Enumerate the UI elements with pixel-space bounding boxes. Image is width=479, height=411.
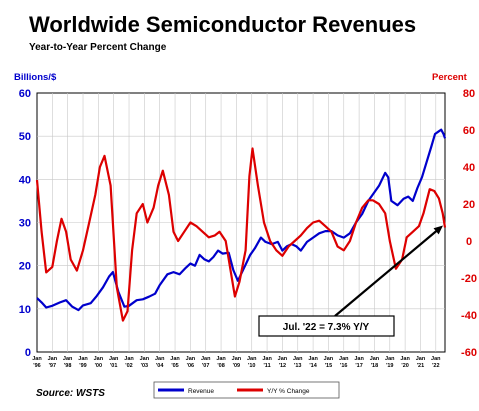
x-tick-label: '17 (355, 363, 362, 369)
x-tick-label: Jan (201, 356, 211, 362)
right-tick-label: 20 (463, 199, 475, 211)
x-tick-label: Jan (124, 356, 134, 362)
x-tick-label: '99 (79, 363, 86, 369)
x-tick-label: Jan (262, 356, 272, 362)
right-tick-label: 0 (466, 236, 472, 248)
x-tick-label: '14 (309, 363, 317, 369)
left-tick-label: 20 (19, 261, 31, 273)
legend-label-y-y-change: Y/Y % Change (267, 388, 310, 395)
x-tick-label: '05 (171, 363, 178, 369)
left-tick-label: 40 (19, 174, 31, 186)
x-tick-label: Jan (400, 356, 410, 362)
x-tick-label: Jan (63, 356, 73, 362)
x-tick-label: Jan (278, 356, 288, 362)
source-note: Source: WSTS (36, 388, 105, 399)
x-tick-label: Jan (32, 356, 42, 362)
x-tick-label: Jan (370, 356, 380, 362)
x-tick-label: '10 (248, 363, 255, 369)
x-tick-label: '04 (156, 363, 164, 369)
x-tick-label: '16 (340, 363, 347, 369)
right-tick-label: 80 (463, 88, 475, 100)
x-tick-label: Jan (247, 356, 257, 362)
x-tick-label: Jan (293, 356, 303, 362)
x-tick-label: '18 (371, 363, 378, 369)
x-tick-label: Jan (94, 356, 104, 362)
left-tick-label: 50 (19, 131, 31, 143)
x-tick-label: Jan (354, 356, 364, 362)
x-tick-label: '22 (432, 363, 439, 369)
x-tick-label: '03 (141, 363, 148, 369)
annotation-arrowhead (433, 225, 443, 235)
x-tick-label: '07 (202, 363, 209, 369)
x-tick-label: '21 (417, 363, 424, 369)
x-tick-label: '00 (95, 363, 102, 369)
annotation-text: Jul. '22 = 7.3% Y/Y (283, 322, 370, 333)
series-line-revenue (36, 128, 447, 312)
x-tick-label: Jan (232, 356, 242, 362)
x-tick-label: '02 (125, 363, 132, 369)
x-tick-label: '11 (264, 363, 271, 369)
x-tick-label: Jan (186, 356, 196, 362)
x-tick-label: Jan (155, 356, 165, 362)
right-tick-label: -40 (461, 310, 477, 322)
x-tick-label: Jan (78, 356, 88, 362)
x-tick-label: '12 (279, 363, 286, 369)
left-tick-label: 0 (25, 347, 31, 359)
x-tick-label: '08 (217, 363, 224, 369)
annotation-arrow-line (334, 229, 438, 317)
x-tick-label: '06 (187, 363, 194, 369)
x-tick-label: Jan (308, 356, 318, 362)
x-tick-label: '13 (294, 363, 301, 369)
x-tick-label: Jan (385, 356, 395, 362)
left-tick-label: 30 (19, 218, 31, 230)
x-tick-label: '97 (49, 363, 56, 369)
left-tick-label: 10 (19, 304, 31, 316)
x-tick-label: '09 (233, 363, 240, 369)
series-line-y-y-change (35, 147, 447, 322)
chart-subtitle: Year-to-Year Percent Change (29, 42, 167, 53)
legend-label-revenue: Revenue (188, 388, 214, 395)
x-tick-label: '96 (33, 363, 40, 369)
x-tick-label: Jan (416, 356, 426, 362)
left-tick-label: 60 (19, 88, 31, 100)
annotation-group: Jul. '22 = 7.3% Y/Y (258, 225, 443, 337)
x-tick-label: Jan (339, 356, 349, 362)
annotation-box (258, 315, 395, 337)
right-tick-label: 60 (463, 125, 475, 137)
legend: Revenue Y/Y % Change (153, 381, 340, 399)
right-axis-label: Percent (432, 72, 468, 83)
x-tick-label: Jan (170, 356, 180, 362)
x-tick-label: '01 (110, 363, 117, 369)
x-tick-label: Jan (216, 356, 226, 362)
x-tick-label: Jan (109, 356, 119, 362)
x-tick-label: '20 (401, 363, 408, 369)
right-tick-label: -60 (461, 347, 477, 359)
x-tick-label: Jan (48, 356, 58, 362)
plot-area: Jan'96Jan'97Jan'98Jan'99Jan'00Jan'01Jan'… (19, 88, 477, 369)
chart-title: Worldwide Semiconductor Revenues (29, 12, 416, 37)
x-tick-label: '98 (64, 363, 71, 369)
right-tick-label: 40 (463, 162, 475, 174)
x-tick-label: Jan (431, 356, 441, 362)
x-tick-label: '15 (325, 363, 332, 369)
x-tick-label: Jan (324, 356, 334, 362)
x-tick-label: '19 (386, 363, 393, 369)
right-tick-label: -20 (461, 273, 477, 285)
left-axis-label: Billions/$ (14, 72, 57, 83)
x-tick-label: Jan (140, 356, 150, 362)
